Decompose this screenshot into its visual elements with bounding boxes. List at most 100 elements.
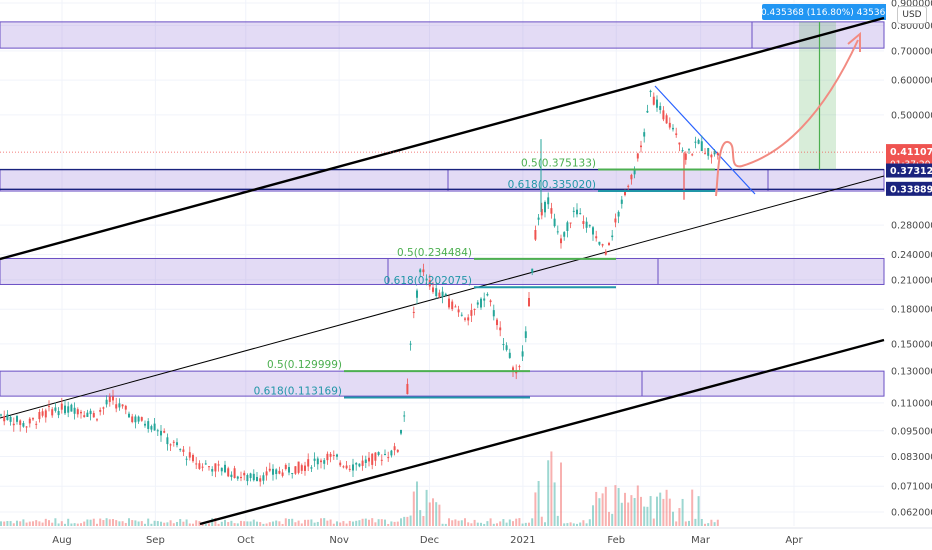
candle-body bbox=[678, 142, 681, 145]
resistance-line[interactable] bbox=[654, 85, 756, 195]
volume-bar bbox=[406, 516, 409, 526]
candle-body bbox=[262, 475, 265, 481]
volume-bar bbox=[483, 523, 486, 526]
candle-body bbox=[86, 412, 89, 417]
x-tick-label: Apr bbox=[785, 535, 803, 546]
volume-bar bbox=[476, 522, 479, 526]
volume-bar bbox=[576, 523, 578, 526]
volume-bar bbox=[675, 521, 678, 526]
candle-body bbox=[640, 145, 642, 148]
price-label-badge[interactable] bbox=[886, 181, 932, 196]
projection-arrow[interactable] bbox=[0, 31, 884, 197]
volume-bar bbox=[563, 523, 566, 526]
volume-bar bbox=[246, 521, 249, 526]
candle-body bbox=[480, 298, 482, 308]
volume-bar bbox=[505, 522, 508, 526]
volume-bar bbox=[268, 522, 271, 526]
candle-body bbox=[76, 409, 79, 415]
measure-badge[interactable] bbox=[762, 4, 890, 20]
currency-button[interactable]: USD bbox=[897, 6, 927, 24]
candle-body bbox=[496, 319, 498, 326]
lower-channel-line[interactable] bbox=[199, 338, 885, 526]
upper-channel-line[interactable] bbox=[0, 16, 885, 261]
volume-bar bbox=[99, 518, 102, 526]
volume-bar bbox=[32, 521, 34, 526]
price-zone[interactable] bbox=[0, 21, 885, 49]
candle-body bbox=[473, 308, 476, 310]
volume-bar bbox=[659, 492, 662, 526]
candle-body bbox=[275, 469, 278, 475]
trend-channels[interactable] bbox=[0, 16, 885, 526]
candle-body bbox=[700, 141, 703, 152]
fibonacci-levels[interactable]: 0.5(0.375133) 0.618(0.335020) 0.5(0.234484… bbox=[254, 158, 715, 399]
volume-bar bbox=[409, 515, 412, 526]
volume-bar bbox=[25, 522, 28, 526]
volume-bar bbox=[364, 518, 367, 526]
candle-body bbox=[208, 466, 210, 468]
candle-body bbox=[649, 90, 652, 93]
candle-body bbox=[137, 416, 140, 422]
candle-body bbox=[569, 222, 572, 224]
measure-box[interactable]: 0.435368 (116.80%) 435368 bbox=[761, 4, 891, 170]
projection-path[interactable] bbox=[715, 39, 859, 197]
candle-body bbox=[313, 458, 316, 461]
candle-body bbox=[291, 473, 294, 475]
price-zone[interactable] bbox=[0, 169, 885, 192]
candle-body bbox=[92, 413, 95, 418]
volume-bar bbox=[108, 519, 111, 526]
candle-body bbox=[470, 310, 473, 316]
volume-bar bbox=[51, 522, 54, 526]
volume-bar bbox=[249, 521, 252, 526]
candle-body bbox=[393, 446, 396, 451]
candle-body bbox=[710, 154, 713, 158]
fib-label: 0.618(0.202075) bbox=[384, 275, 472, 287]
volume-bar bbox=[531, 518, 534, 526]
price-axis-bg bbox=[886, 0, 932, 530]
volume-bar bbox=[313, 522, 316, 526]
candle-body bbox=[153, 423, 156, 431]
volume-bar bbox=[12, 523, 15, 526]
volume-bars bbox=[0, 451, 719, 526]
volume-bar bbox=[396, 521, 399, 526]
candle-body bbox=[182, 449, 185, 452]
candle-body bbox=[428, 280, 431, 287]
volume-bar bbox=[377, 519, 380, 526]
candle-body bbox=[704, 153, 706, 155]
volume-bar bbox=[662, 498, 665, 526]
volume-bar bbox=[524, 522, 527, 526]
time-axis[interactable]: Aug Sep Oct Nov Dec 2021 Feb Mar Apr bbox=[0, 527, 932, 546]
volume-bar bbox=[179, 519, 182, 526]
y-tick-label: 0.700000 bbox=[891, 46, 932, 57]
fib-label: 0.5(0.129999) bbox=[267, 359, 342, 371]
candle-body bbox=[416, 290, 418, 298]
volume-bar bbox=[80, 523, 82, 526]
candle-body bbox=[464, 318, 466, 320]
volume-bar bbox=[646, 506, 649, 526]
volume-bar bbox=[630, 495, 633, 526]
candle-body bbox=[6, 414, 9, 421]
price-axis[interactable]: 0.900000 0.800000 0.700000 0.600000 0.500000… bbox=[886, 0, 932, 530]
measure-range[interactable] bbox=[799, 21, 836, 170]
price-zone[interactable] bbox=[0, 257, 885, 285]
candle-body bbox=[172, 441, 175, 443]
volume-bar bbox=[460, 520, 463, 526]
volume-bar bbox=[566, 523, 569, 526]
volume-bar bbox=[358, 520, 361, 526]
candle-body bbox=[512, 367, 514, 372]
y-tick-label: 0.280000 bbox=[891, 221, 932, 232]
middle-channel-line[interactable] bbox=[0, 175, 885, 419]
volume-bar bbox=[147, 518, 150, 526]
volume-bar bbox=[428, 502, 431, 526]
volume-bar bbox=[649, 496, 652, 526]
price-label-badge[interactable] bbox=[886, 163, 932, 178]
measure-label: 0.435368 (116.80%) 435368 bbox=[761, 8, 891, 18]
price-zone[interactable] bbox=[0, 370, 885, 397]
candle-body bbox=[217, 464, 220, 466]
volume-bar bbox=[262, 523, 265, 526]
volume-bar bbox=[9, 521, 12, 526]
volume-bar bbox=[256, 521, 258, 526]
candle-body bbox=[499, 327, 502, 331]
volume-bar bbox=[592, 505, 594, 526]
volume-bar bbox=[624, 492, 626, 526]
